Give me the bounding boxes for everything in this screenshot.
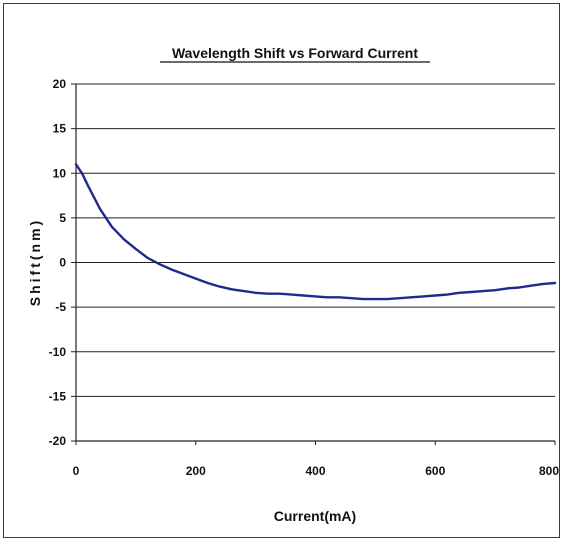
y-tick-label: 15: [53, 122, 67, 136]
y-tick-labels: 20 15 10 5 0 -5 -10 -15 -20: [49, 77, 67, 448]
x-tick-label: 200: [186, 464, 206, 478]
y-tick-label: 20: [53, 77, 67, 91]
x-tick-labels: 0 200 400 600 800: [73, 464, 560, 478]
x-axis-title: Current(mA): [274, 508, 356, 524]
y-tick-label: -20: [49, 434, 67, 448]
y-tick-label: 10: [53, 166, 67, 180]
grid-lines: [76, 83, 555, 397]
x-tick-label: 600: [425, 464, 445, 478]
x-tick-label: 0: [73, 464, 80, 478]
axes: [71, 83, 556, 445]
y-axis-title: Shift(nm): [27, 218, 43, 306]
series-line: [74, 163, 557, 301]
y-tick-label: 0: [59, 256, 66, 270]
y-tick-label: -15: [49, 389, 67, 403]
x-tick-label: 800: [539, 464, 559, 478]
y-tick-label: -10: [49, 345, 67, 359]
y-tick-label: -5: [55, 300, 66, 314]
chart-title: Wavelength Shift vs Forward Current: [172, 45, 418, 61]
x-tick-label: 400: [305, 464, 325, 478]
series-layer: [74, 163, 557, 301]
chart-frame: [3, 3, 560, 538]
y-tick-label: 5: [59, 211, 66, 225]
